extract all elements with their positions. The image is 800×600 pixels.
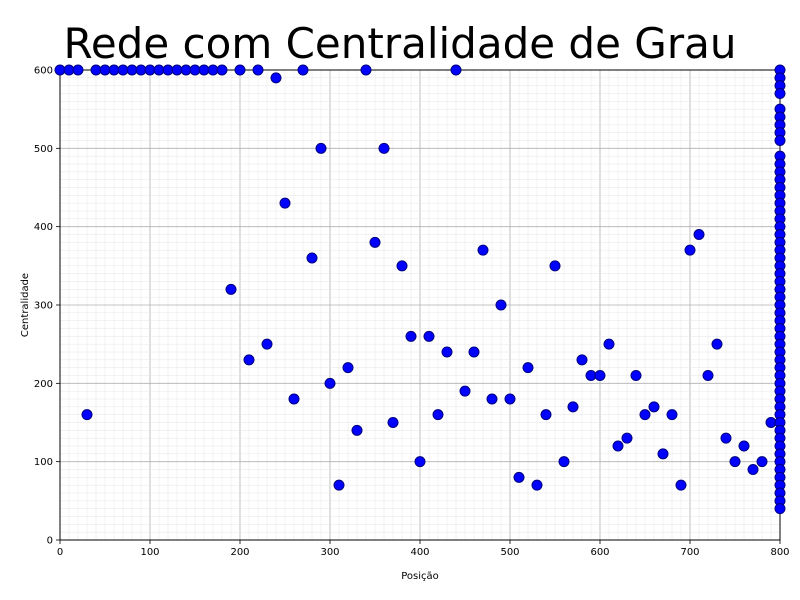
data-point <box>729 456 741 468</box>
grid <box>59 69 781 541</box>
data-point <box>711 338 723 350</box>
data-point <box>459 385 471 397</box>
data-point <box>504 393 516 405</box>
data-point <box>315 142 327 154</box>
y-tick-label: 300 <box>34 301 53 312</box>
data-point <box>531 479 543 491</box>
data-point <box>333 479 345 491</box>
data-point <box>630 370 642 381</box>
data-point <box>72 64 84 76</box>
data-point <box>747 464 759 475</box>
y-tick-label: 600 <box>34 66 53 77</box>
data-point <box>234 64 246 76</box>
x-tick-label: 400 <box>410 547 429 558</box>
data-point <box>774 135 786 146</box>
data-point <box>477 244 489 256</box>
x-tick-label: 100 <box>140 547 159 558</box>
data-point <box>486 393 498 405</box>
data-points <box>54 64 786 515</box>
x-tick-label: 800 <box>770 547 789 558</box>
y-tick-label: 500 <box>34 144 53 155</box>
data-point <box>639 409 651 421</box>
data-point <box>243 354 255 366</box>
data-point <box>414 456 426 468</box>
data-point <box>522 362 534 374</box>
y-tick-label: 400 <box>34 222 53 233</box>
data-point <box>252 64 264 76</box>
x-tick-label: 500 <box>500 547 519 558</box>
data-point <box>306 252 318 264</box>
data-point <box>756 456 768 468</box>
data-point <box>288 393 300 405</box>
data-point <box>468 346 480 358</box>
data-point <box>351 424 363 436</box>
data-point <box>423 330 435 342</box>
data-point <box>684 244 696 256</box>
data-point <box>396 260 408 272</box>
data-point <box>342 362 354 374</box>
data-point <box>360 64 372 76</box>
y-tick-label: 100 <box>34 457 53 468</box>
data-point <box>369 236 381 248</box>
data-point <box>774 503 786 515</box>
data-point <box>270 72 282 84</box>
y-axis-label: Centralidade <box>20 273 31 337</box>
x-tick-label: 700 <box>680 547 699 558</box>
data-point <box>297 64 309 76</box>
data-point <box>81 409 93 421</box>
y-tick-label: 200 <box>34 379 53 390</box>
x-tick-label: 200 <box>230 547 249 558</box>
data-point <box>693 229 705 240</box>
data-point <box>279 197 291 209</box>
data-point <box>405 330 417 342</box>
data-point <box>594 370 606 381</box>
data-point <box>513 471 525 483</box>
data-point <box>567 401 579 413</box>
chart-title: Rede com Centralidade de Grau <box>64 19 737 68</box>
data-point <box>666 409 678 421</box>
data-point <box>702 370 714 381</box>
data-point <box>450 64 462 76</box>
data-point <box>378 142 390 154</box>
data-point <box>549 260 561 272</box>
data-point <box>657 448 669 460</box>
data-point <box>720 432 732 444</box>
data-point <box>621 432 633 444</box>
x-axis: 0 100 200 300 400 500 600 700 800 <box>57 540 790 558</box>
data-point <box>612 440 624 452</box>
data-point <box>432 409 444 421</box>
data-point <box>495 299 507 311</box>
y-axis: 0 100 200 300 400 500 600 <box>34 66 60 547</box>
data-point <box>675 479 687 491</box>
x-tick-label: 300 <box>320 547 339 558</box>
data-point <box>558 456 570 468</box>
data-point <box>738 440 750 452</box>
data-point <box>387 417 399 428</box>
data-point <box>261 338 273 350</box>
x-tick-label: 600 <box>590 547 609 558</box>
data-point <box>540 409 552 421</box>
data-point <box>225 283 237 295</box>
y-tick-label: 0 <box>47 536 53 547</box>
data-point <box>216 64 228 76</box>
data-point <box>576 354 588 366</box>
data-point <box>603 338 615 350</box>
x-axis-label: Posição <box>401 571 439 582</box>
data-point <box>648 401 660 413</box>
data-point <box>441 346 453 358</box>
data-point <box>774 88 786 99</box>
data-point <box>324 377 336 389</box>
x-tick-label: 0 <box>57 547 63 558</box>
